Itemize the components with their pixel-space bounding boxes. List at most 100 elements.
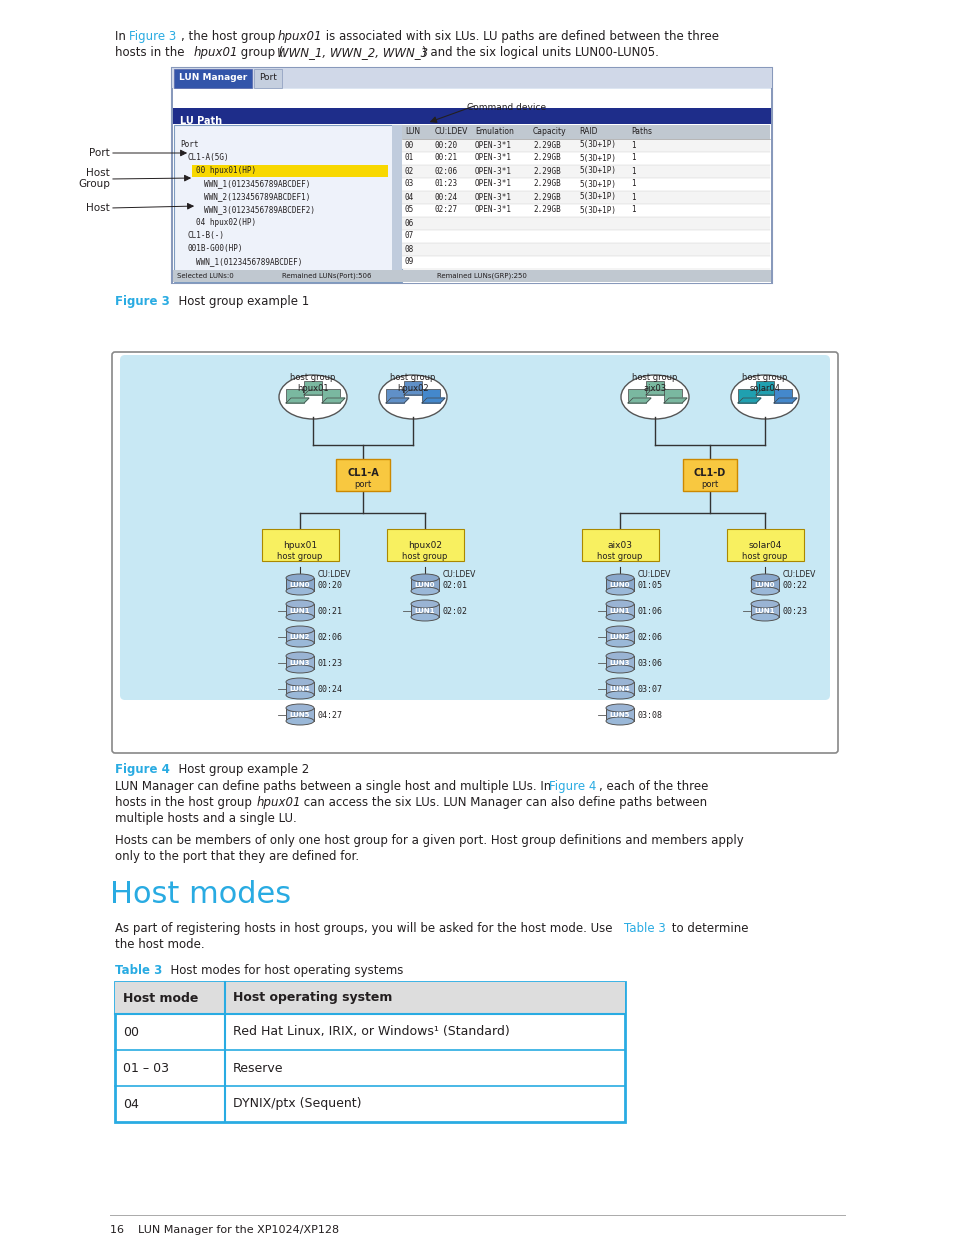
- Ellipse shape: [286, 692, 314, 699]
- Ellipse shape: [286, 652, 314, 659]
- Bar: [401, 217, 769, 230]
- Text: Host group example 1: Host group example 1: [171, 295, 309, 308]
- Polygon shape: [773, 398, 796, 403]
- Text: LUN Manager: LUN Manager: [178, 74, 247, 83]
- Bar: [411, 604, 438, 618]
- Text: 5(3D+1P): 5(3D+1P): [578, 179, 616, 189]
- FancyBboxPatch shape: [645, 382, 663, 395]
- Text: 00:22: 00:22: [782, 580, 807, 589]
- Text: Port: Port: [90, 148, 110, 158]
- Bar: [401, 230, 769, 243]
- Text: OPEN-3*1: OPEN-3*1: [475, 141, 512, 149]
- Polygon shape: [403, 390, 427, 395]
- Text: hpux01: hpux01: [297, 384, 329, 393]
- Ellipse shape: [750, 600, 779, 608]
- Bar: [286, 630, 314, 643]
- Text: hpux01: hpux01: [256, 797, 301, 809]
- Bar: [401, 256, 769, 269]
- Text: port: port: [354, 480, 372, 489]
- Text: Emulation: Emulation: [475, 127, 514, 137]
- Text: 5(3D+1P): 5(3D+1P): [578, 193, 616, 201]
- Text: Table 3: Table 3: [623, 923, 665, 935]
- Text: 1: 1: [630, 167, 635, 175]
- Text: 16    LUN Manager for the XP1024/XP128: 16 LUN Manager for the XP1024/XP128: [110, 1225, 338, 1235]
- Text: Hosts can be members of only one host group for a given port. Host group definit: Hosts can be members of only one host gr…: [115, 834, 743, 847]
- Ellipse shape: [750, 613, 779, 621]
- Bar: [750, 604, 779, 618]
- Text: WWN_1, WWN_2, WWN_3: WWN_1, WWN_2, WWN_3: [276, 46, 428, 59]
- Bar: [172, 68, 771, 88]
- Text: Host: Host: [86, 168, 110, 178]
- Bar: [192, 165, 388, 177]
- Ellipse shape: [605, 652, 634, 659]
- Text: 00:21: 00:21: [317, 606, 343, 615]
- Text: 04:27: 04:27: [317, 710, 343, 720]
- Bar: [605, 578, 634, 592]
- Text: Table 3: Table 3: [115, 965, 162, 977]
- Text: can access the six LUs. LUN Manager can also define paths between: can access the six LUs. LUN Manager can …: [299, 797, 706, 809]
- Text: 00:24: 00:24: [435, 193, 457, 201]
- Ellipse shape: [605, 718, 634, 725]
- Text: 00:20: 00:20: [435, 141, 457, 149]
- Text: OPEN-3*1: OPEN-3*1: [475, 205, 512, 215]
- Text: hosts in the host group: hosts in the host group: [115, 797, 255, 809]
- Polygon shape: [386, 398, 409, 403]
- Ellipse shape: [730, 375, 799, 419]
- Text: 2.29GB: 2.29GB: [533, 205, 560, 215]
- Ellipse shape: [286, 600, 314, 608]
- Text: LUN1: LUN1: [290, 608, 310, 614]
- Text: 00:21: 00:21: [435, 153, 457, 163]
- FancyBboxPatch shape: [403, 382, 421, 395]
- Text: LUN5: LUN5: [609, 713, 630, 718]
- Text: , each of the three: , each of the three: [598, 781, 708, 793]
- Bar: [401, 243, 769, 256]
- Text: 04 hpux02(HP): 04 hpux02(HP): [195, 219, 255, 227]
- Polygon shape: [322, 398, 345, 403]
- Text: solar04: solar04: [747, 541, 781, 550]
- FancyBboxPatch shape: [262, 529, 338, 561]
- Text: Port: Port: [180, 140, 198, 149]
- Text: 03:06: 03:06: [638, 658, 662, 667]
- Text: LUN0: LUN0: [609, 582, 630, 588]
- Text: LUN1: LUN1: [754, 608, 775, 614]
- FancyBboxPatch shape: [387, 529, 463, 561]
- FancyBboxPatch shape: [173, 125, 401, 282]
- Text: 06: 06: [405, 219, 414, 227]
- Text: LUN0: LUN0: [290, 582, 310, 588]
- Text: 2.29GB: 2.29GB: [533, 167, 560, 175]
- Text: Reserve: Reserve: [233, 1062, 283, 1074]
- Text: Host group example 2: Host group example 2: [171, 763, 309, 776]
- Polygon shape: [645, 390, 668, 395]
- Text: LUN0: LUN0: [754, 582, 775, 588]
- Text: Host operating system: Host operating system: [233, 992, 392, 1004]
- FancyBboxPatch shape: [627, 389, 645, 403]
- Text: 2.29GB: 2.29GB: [533, 193, 560, 201]
- Text: Port: Port: [259, 74, 276, 83]
- Ellipse shape: [286, 664, 314, 673]
- Text: 00:20: 00:20: [317, 580, 343, 589]
- Text: aix03: aix03: [607, 541, 632, 550]
- Bar: [401, 140, 769, 152]
- Text: CL1-D: CL1-D: [693, 468, 725, 478]
- Bar: [172, 89, 770, 283]
- Ellipse shape: [605, 626, 634, 634]
- Text: to determine: to determine: [667, 923, 748, 935]
- Bar: [286, 604, 314, 618]
- Text: 01:05: 01:05: [638, 580, 662, 589]
- Text: LUN4: LUN4: [609, 685, 630, 692]
- Text: CU:LDEV: CU:LDEV: [435, 127, 468, 137]
- Text: OPEN-3*1: OPEN-3*1: [475, 167, 512, 175]
- Bar: [605, 604, 634, 618]
- Text: host group: host group: [390, 373, 436, 382]
- Text: Figure 3: Figure 3: [115, 295, 170, 308]
- Text: LUN4: LUN4: [290, 685, 310, 692]
- Text: hpux01: hpux01: [277, 30, 322, 43]
- Bar: [401, 125, 769, 140]
- Ellipse shape: [605, 600, 634, 608]
- Bar: [115, 982, 624, 1014]
- Text: host group: host group: [402, 552, 447, 561]
- Text: CL1-A: CL1-A: [347, 468, 378, 478]
- Text: CU:LDEV: CU:LDEV: [317, 571, 351, 579]
- Bar: [401, 204, 769, 217]
- Bar: [605, 708, 634, 721]
